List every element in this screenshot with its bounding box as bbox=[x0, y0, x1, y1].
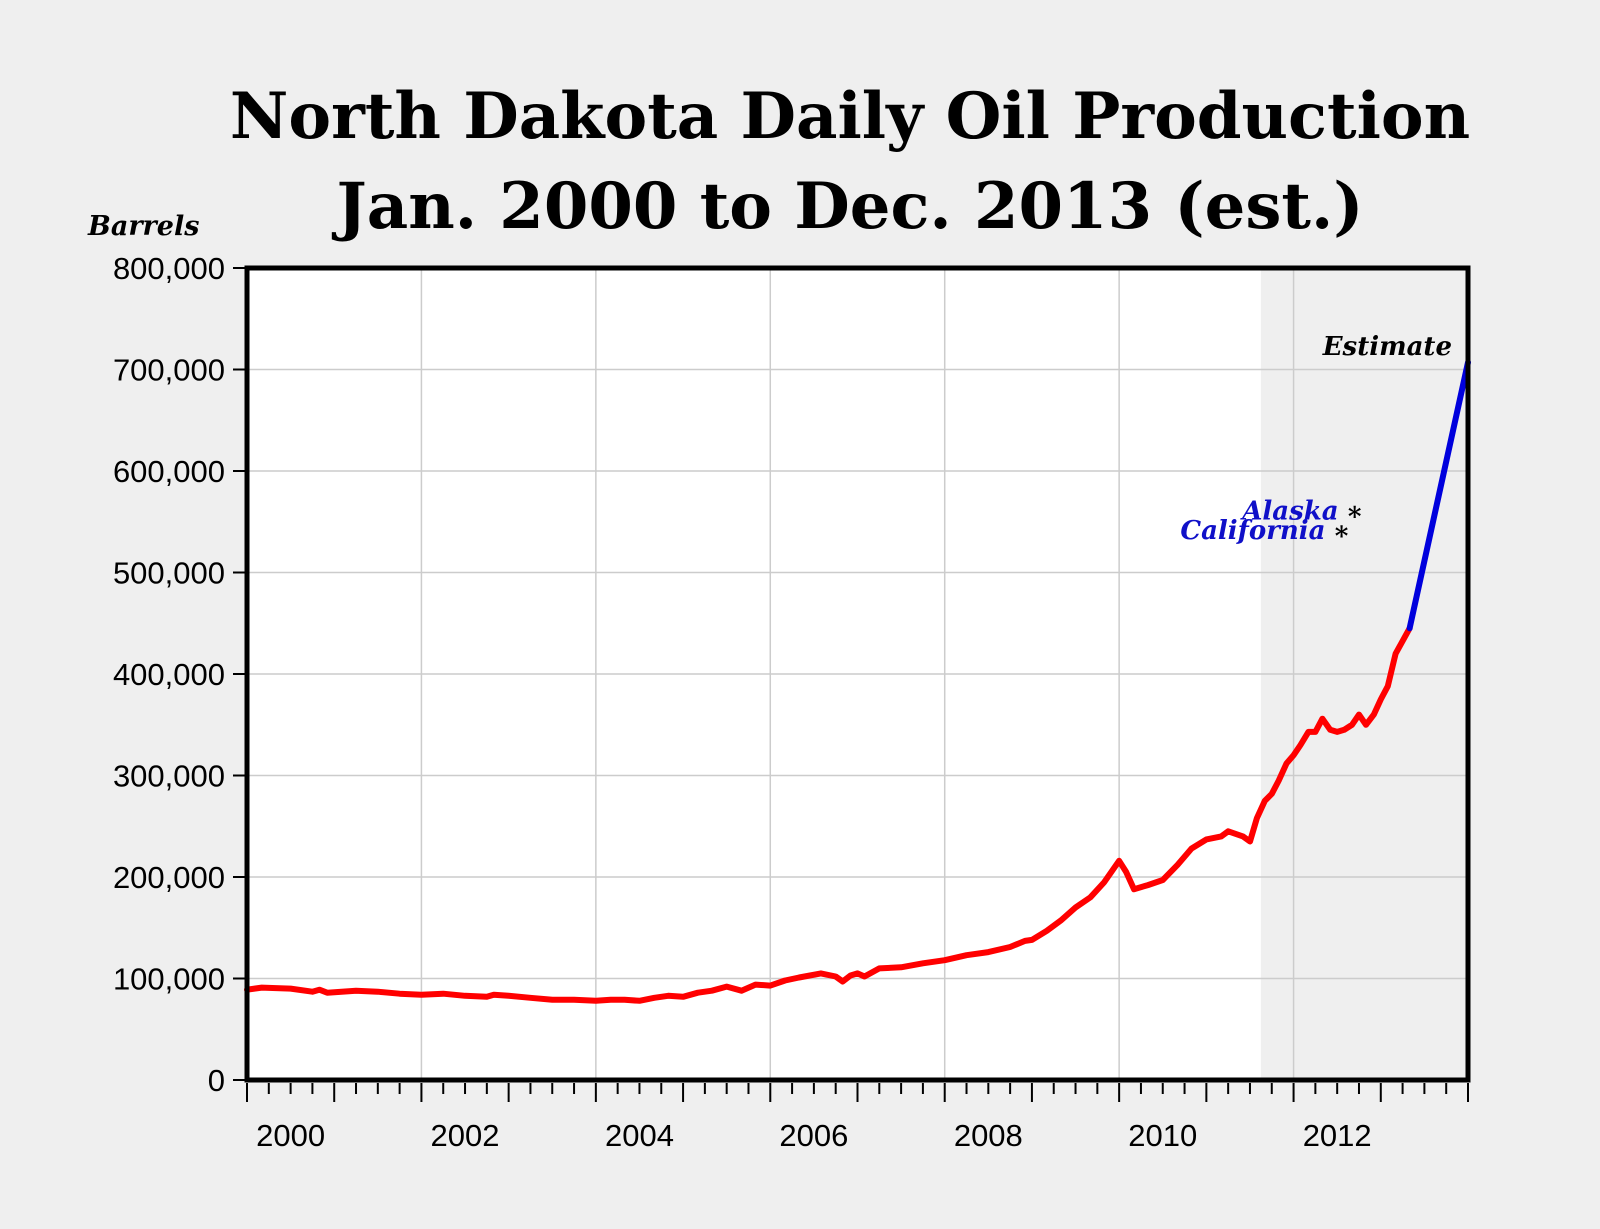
x-tick-label-6: 2012 bbox=[1303, 1118, 1372, 1153]
y-tick-label-4: 400,000 bbox=[113, 657, 225, 692]
y-tick-label-5: 500,000 bbox=[113, 556, 225, 591]
y-tick-label-8: 800,000 bbox=[113, 251, 225, 286]
y-tick-label-7: 700,000 bbox=[113, 353, 225, 388]
y-tick-label-3: 300,000 bbox=[113, 759, 225, 794]
x-tick-label-3: 2006 bbox=[779, 1118, 848, 1153]
series-line-1 bbox=[1406, 359, 1471, 632]
x-tick-label-4: 2008 bbox=[954, 1118, 1023, 1153]
estimate-label: Estimate bbox=[1322, 332, 1452, 362]
series-line-0 bbox=[244, 625, 1413, 1004]
chart-title-line-1: North Dakota Daily Oil Production bbox=[230, 79, 1470, 154]
plot-area: 0 100,000 200,000 300,000 400,000 500,000 600,… bbox=[113, 251, 1471, 1153]
annotation-marker-1: * bbox=[1335, 522, 1349, 552]
x-tick-label-5: 2010 bbox=[1128, 1118, 1197, 1153]
y-axis-label: Barrels bbox=[87, 211, 199, 242]
y-tick-label-1: 100,000 bbox=[113, 962, 225, 997]
annotation-marker-0: * bbox=[1348, 503, 1362, 533]
plot-border bbox=[244, 265, 1471, 1083]
annotation-label-1: California bbox=[1180, 516, 1325, 546]
chart-title-line-2: Jan. 2000 to Dec. 2013 (est.) bbox=[331, 169, 1363, 244]
x-tick-label-0: 2000 bbox=[256, 1118, 325, 1153]
x-tick-label-2: 2004 bbox=[605, 1118, 674, 1153]
annotation-label-0: Alaska bbox=[1239, 497, 1338, 527]
y-tick-label-0: 0 bbox=[208, 1063, 225, 1098]
x-tick-label-1: 2002 bbox=[431, 1118, 500, 1153]
y-tick-label-6: 600,000 bbox=[113, 454, 225, 489]
y-tick-label-2: 200,000 bbox=[113, 860, 225, 895]
